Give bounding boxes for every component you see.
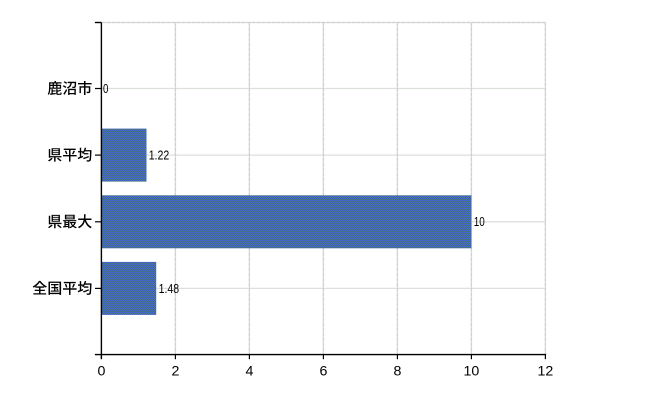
svg-text:0: 0 <box>103 81 108 96</box>
svg-text:6: 6 <box>319 363 327 379</box>
svg-text:12: 12 <box>538 363 554 379</box>
svg-text:0: 0 <box>97 363 105 379</box>
svg-text:8: 8 <box>393 363 401 379</box>
svg-text:1.22: 1.22 <box>149 147 170 162</box>
svg-text:2: 2 <box>171 363 179 379</box>
svg-text:4: 4 <box>245 363 253 379</box>
svg-text:10: 10 <box>474 214 485 229</box>
svg-text:10: 10 <box>464 363 480 379</box>
svg-text:1.48: 1.48 <box>159 281 180 296</box>
